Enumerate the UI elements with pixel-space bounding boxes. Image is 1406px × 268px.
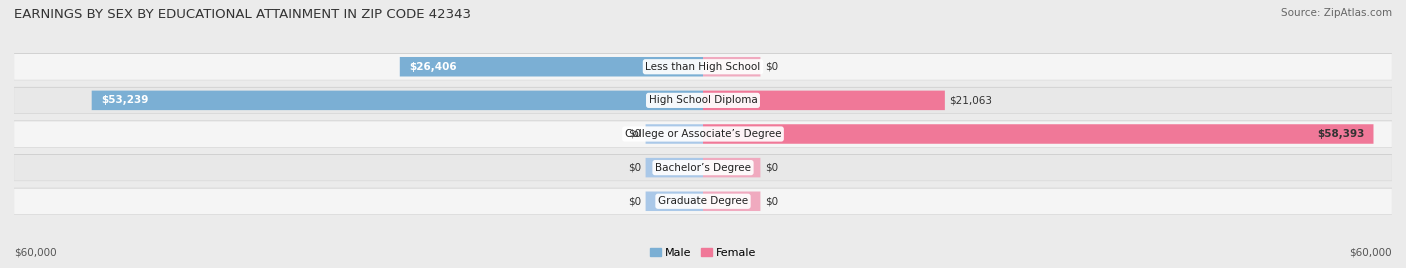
FancyBboxPatch shape [645, 192, 703, 211]
Text: $21,063: $21,063 [949, 95, 993, 105]
FancyBboxPatch shape [399, 57, 703, 76]
Text: $0: $0 [765, 163, 778, 173]
FancyBboxPatch shape [14, 154, 1392, 181]
Text: $0: $0 [628, 163, 641, 173]
FancyBboxPatch shape [703, 158, 761, 177]
FancyBboxPatch shape [703, 124, 1374, 144]
FancyBboxPatch shape [14, 54, 1392, 80]
FancyBboxPatch shape [14, 53, 1392, 80]
Text: $0: $0 [765, 62, 778, 72]
Text: $0: $0 [628, 196, 641, 206]
FancyBboxPatch shape [14, 88, 1392, 113]
FancyBboxPatch shape [14, 121, 1392, 147]
Text: $60,000: $60,000 [14, 247, 56, 257]
FancyBboxPatch shape [645, 158, 703, 177]
Text: High School Diploma: High School Diploma [648, 95, 758, 105]
Legend: Male, Female: Male, Female [645, 243, 761, 262]
FancyBboxPatch shape [645, 124, 703, 144]
Text: $53,239: $53,239 [101, 95, 148, 105]
FancyBboxPatch shape [14, 188, 1392, 214]
FancyBboxPatch shape [703, 91, 945, 110]
FancyBboxPatch shape [703, 57, 761, 76]
FancyBboxPatch shape [703, 192, 761, 211]
FancyBboxPatch shape [91, 91, 703, 110]
Text: $60,000: $60,000 [1350, 247, 1392, 257]
Text: Source: ZipAtlas.com: Source: ZipAtlas.com [1281, 8, 1392, 18]
Text: Graduate Degree: Graduate Degree [658, 196, 748, 206]
Text: $26,406: $26,406 [409, 62, 457, 72]
FancyBboxPatch shape [14, 87, 1392, 114]
FancyBboxPatch shape [14, 121, 1392, 147]
Text: $0: $0 [628, 129, 641, 139]
Text: $0: $0 [765, 196, 778, 206]
Text: College or Associate’s Degree: College or Associate’s Degree [624, 129, 782, 139]
Text: Less than High School: Less than High School [645, 62, 761, 72]
Text: Bachelor’s Degree: Bachelor’s Degree [655, 163, 751, 173]
Text: $58,393: $58,393 [1317, 129, 1364, 139]
Text: EARNINGS BY SEX BY EDUCATIONAL ATTAINMENT IN ZIP CODE 42343: EARNINGS BY SEX BY EDUCATIONAL ATTAINMEN… [14, 8, 471, 21]
FancyBboxPatch shape [14, 188, 1392, 215]
FancyBboxPatch shape [14, 155, 1392, 181]
